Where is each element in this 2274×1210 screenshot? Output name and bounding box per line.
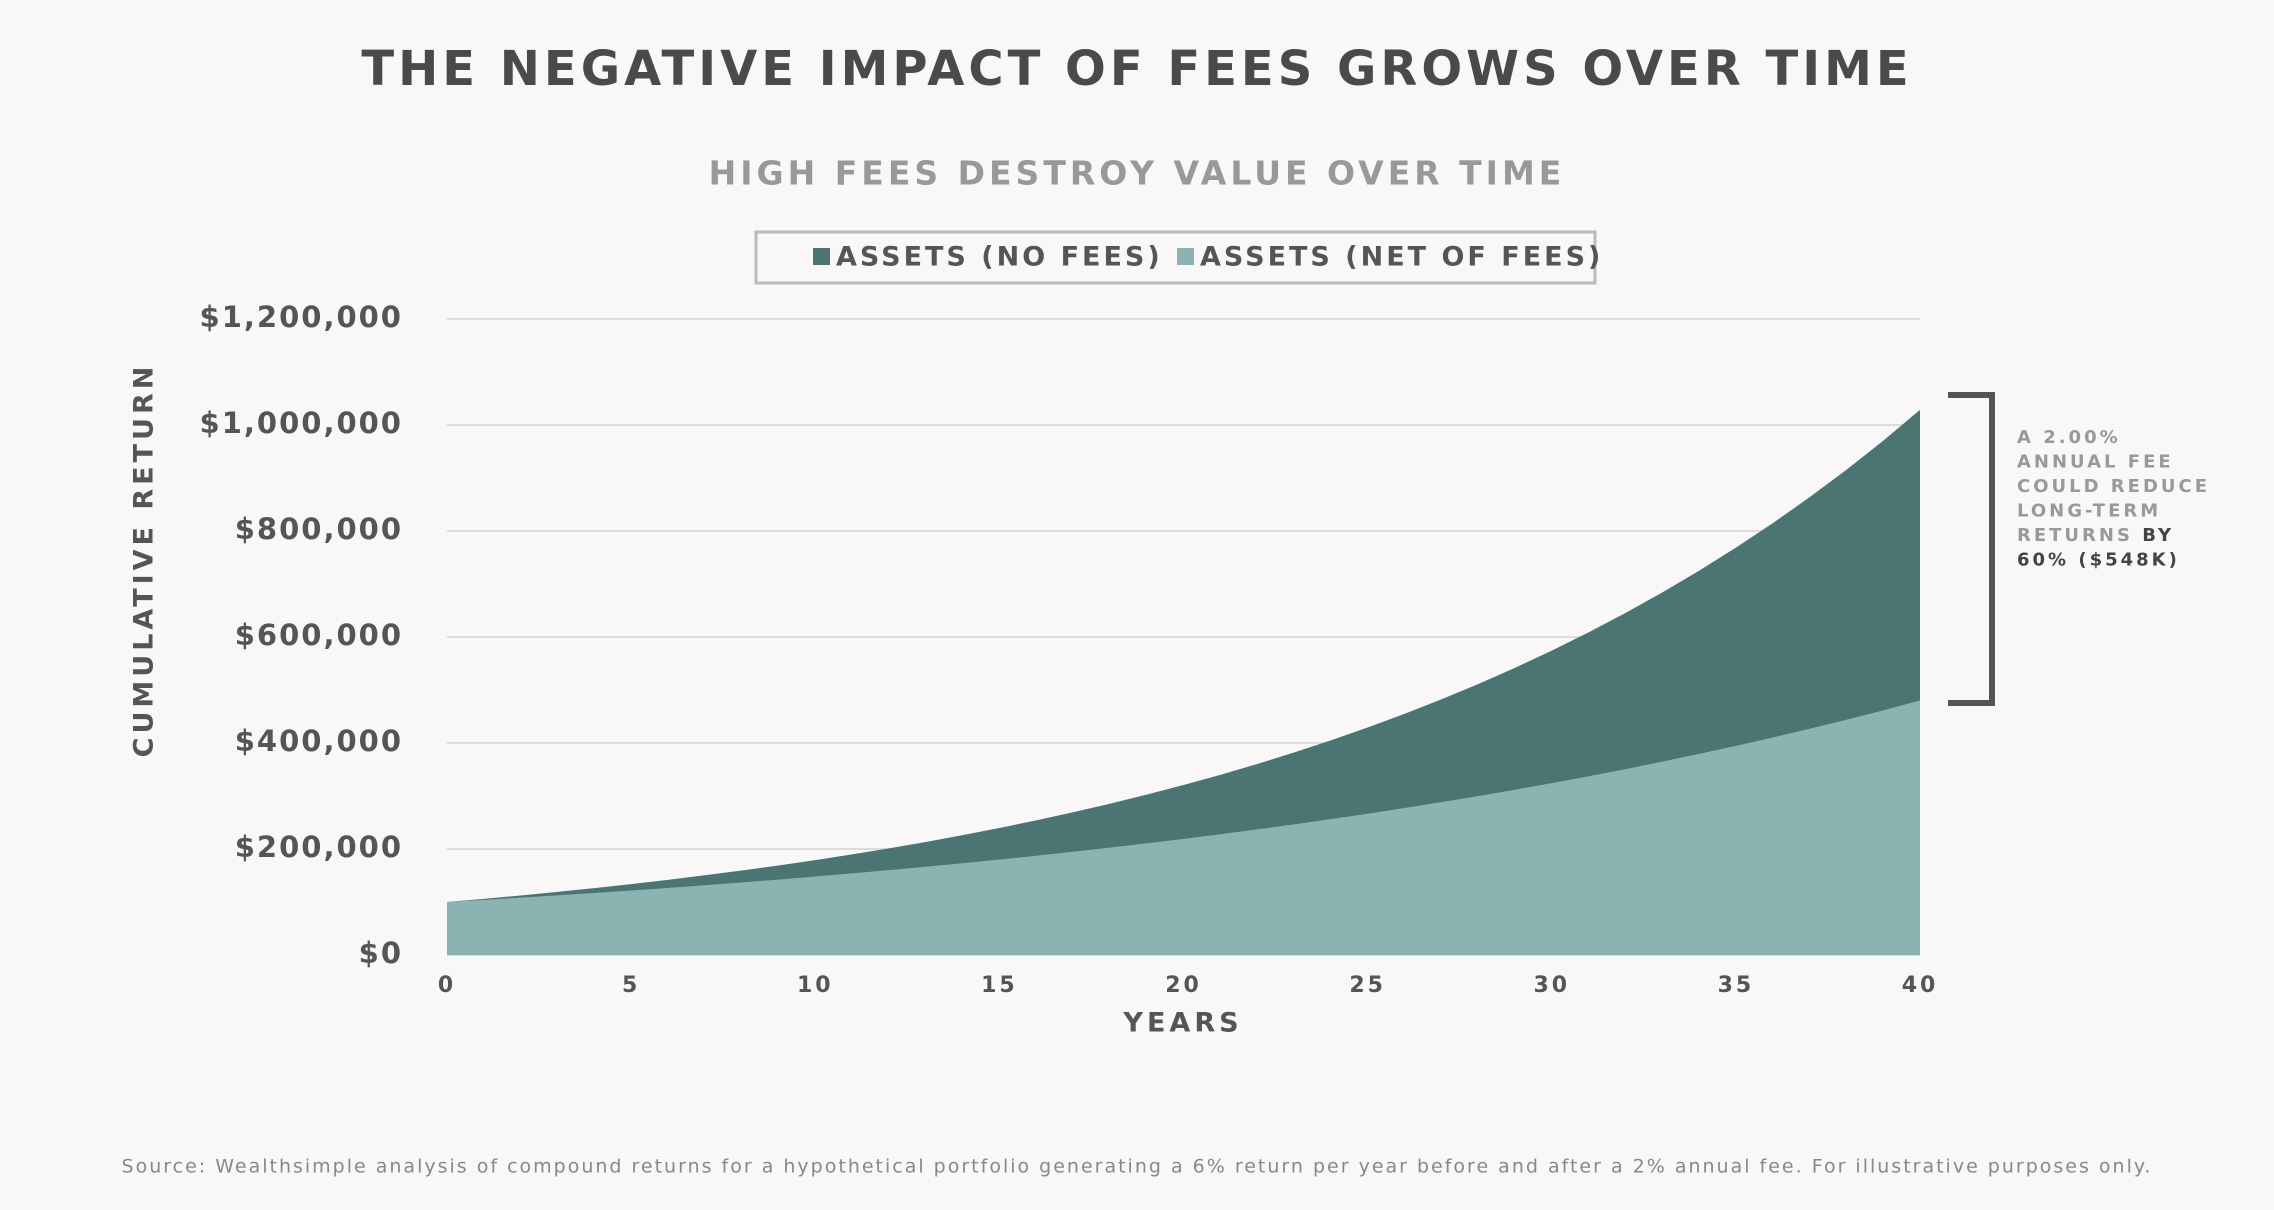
annotation-line: RETURNS BY [2017,525,2174,546]
y-tick-label: $0 [359,936,403,970]
annotation-line: LONG-TERM [2017,501,2161,522]
x-tick-label: 40 [1902,973,1939,998]
annotation-text: ANNUAL FEE [2017,452,2174,473]
annotation-emphasis: 60% ($548K) [2017,550,2180,571]
annotation-text: RETURNS [2017,525,2133,546]
y-tick-label: $1,200,000 [200,300,403,334]
x-tick-label: 10 [797,973,834,998]
y-tick-label: $600,000 [235,618,403,652]
y-axis-title: CUMULATIVE RETURN [129,363,160,758]
x-tick-label: 25 [1349,973,1386,998]
legend-box [754,230,1597,285]
annotation-emphasis: BY [2142,525,2174,546]
x-tick-label: 0 [438,973,456,998]
x-tick-label: 35 [1718,973,1755,998]
legend-swatch [813,248,830,265]
legend-label: ASSETS (NO FEES) [836,242,1163,273]
chart-title: THE NEGATIVE IMPACT OF FEES GROWS OVER T… [361,41,1912,97]
annotation-text: A 2.00% [2017,427,2121,448]
x-tick-label: 20 [1165,973,1202,998]
y-tick-label: $800,000 [235,512,403,546]
y-tick-label: $200,000 [235,830,403,864]
annotation-line: A 2.00% [2017,427,2121,448]
x-tick-label: 15 [981,973,1018,998]
x-tick-label: 30 [1533,973,1570,998]
bracket [1948,392,1995,706]
legend-swatch [1177,248,1194,265]
annotation-line: ANNUAL FEE [2017,452,2174,473]
annotation-text: LONG-TERM [2017,501,2161,522]
source-note: Source: Wealthsimple analysis of compoun… [122,1156,2153,1178]
legend-label: ASSETS (NET OF FEES) [1200,242,1603,273]
y-tick-label: $400,000 [235,724,403,758]
area [447,700,1920,955]
y-tick-label: $1,000,000 [200,406,403,440]
x-axis-title: YEARS [1122,1008,1242,1039]
x-tick-label: 5 [622,973,640,998]
annotation-text: COULD REDUCE [2017,476,2210,497]
chart-subtitle: HIGH FEES DESTROY VALUE OVER TIME [709,154,1566,193]
annotation-line: COULD REDUCE [2017,476,2210,497]
